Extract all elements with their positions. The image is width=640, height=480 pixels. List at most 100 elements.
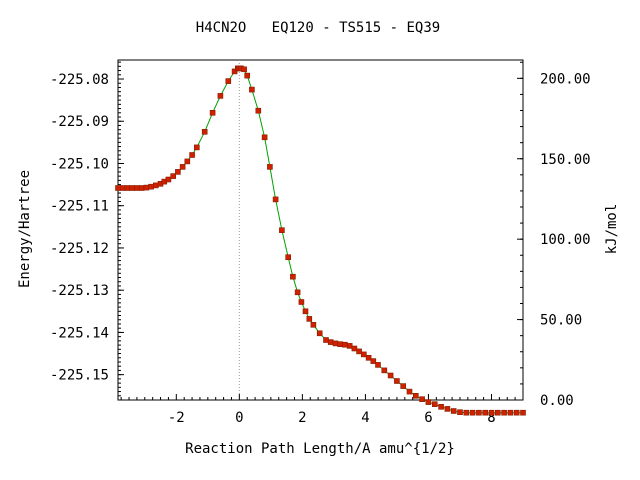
x-axis-label: Reaction Path Length/A amu^{1/2} xyxy=(185,441,455,457)
data-point xyxy=(394,378,400,384)
data-point xyxy=(165,176,172,183)
data-point xyxy=(513,409,520,416)
data-point xyxy=(488,409,495,416)
data-point xyxy=(444,406,451,412)
data-point xyxy=(255,107,262,114)
data-point xyxy=(153,182,159,189)
data-point xyxy=(482,409,489,416)
data-point xyxy=(170,173,176,179)
data-point xyxy=(294,289,301,296)
data-point xyxy=(323,337,329,343)
data-point xyxy=(327,339,334,345)
data-point xyxy=(520,409,526,416)
y2-tick-label: 150.00 xyxy=(540,152,591,168)
data-point xyxy=(431,401,438,408)
data-point xyxy=(356,348,362,355)
y-tick-label: -225.08 xyxy=(50,72,109,88)
data-point xyxy=(184,158,191,165)
data-point xyxy=(346,343,353,349)
data-point xyxy=(412,392,419,399)
data-point xyxy=(342,341,348,348)
data-point xyxy=(272,196,279,203)
data-point xyxy=(400,383,407,389)
data-point xyxy=(138,185,145,191)
data-point xyxy=(209,110,216,116)
data-point xyxy=(360,351,367,358)
data-point xyxy=(316,330,323,337)
chart-title: H4CN2O EQ120 - TS515 - EQ39 xyxy=(196,20,440,36)
y-tick-label: -225.12 xyxy=(50,241,109,257)
y-tick-label: -225.13 xyxy=(50,283,109,299)
energy-curve xyxy=(118,67,523,414)
data-point xyxy=(501,409,507,416)
y2-tick-label: 50.00 xyxy=(540,313,582,329)
y-tick-label: -225.11 xyxy=(50,199,109,215)
data-point xyxy=(115,185,121,191)
data-point xyxy=(231,68,238,75)
y-axis-label: Energy/Hartree xyxy=(17,170,33,288)
data-point xyxy=(143,184,150,191)
data-point xyxy=(463,409,470,416)
data-point xyxy=(381,367,388,374)
data-points xyxy=(115,65,526,416)
y-tick-label: -225.14 xyxy=(50,325,109,341)
data-point xyxy=(285,254,292,260)
y2-tick-label: 0.00 xyxy=(540,393,574,409)
data-point xyxy=(425,399,432,405)
data-point xyxy=(119,185,126,191)
y-axis-left: -225.08 -225.09 -225.10 -225.11 -225.12 -225.… xyxy=(50,61,124,401)
data-point xyxy=(494,409,501,416)
plot-frame xyxy=(117,59,524,401)
data-point xyxy=(375,362,381,368)
data-point xyxy=(306,316,313,322)
y2-tick-label: 200.00 xyxy=(540,71,591,87)
data-point xyxy=(244,72,250,79)
data-point xyxy=(129,185,135,191)
data-point xyxy=(450,408,457,414)
data-point xyxy=(201,129,208,135)
data-point xyxy=(241,66,247,73)
data-point xyxy=(469,409,476,416)
data-point xyxy=(267,164,273,170)
data-point xyxy=(279,227,285,233)
y2-tick-label: 100.00 xyxy=(540,232,591,248)
data-point xyxy=(419,396,425,403)
y2-axis-label: kJ/mol xyxy=(604,204,620,255)
data-point xyxy=(249,86,255,93)
data-point xyxy=(179,164,186,170)
x-tick-label: 2 xyxy=(298,410,306,426)
data-point xyxy=(302,308,309,315)
data-point xyxy=(298,299,305,305)
x-tick-label: -2 xyxy=(168,410,185,426)
y-tick-label: -225.09 xyxy=(50,114,109,130)
data-point xyxy=(507,409,514,416)
x-tick-label: 8 xyxy=(487,410,495,426)
data-point xyxy=(332,340,339,347)
y-tick-label: -225.15 xyxy=(50,368,109,384)
data-point xyxy=(438,403,444,410)
data-point xyxy=(225,78,232,84)
data-point xyxy=(351,345,358,352)
x-tick-label: 6 xyxy=(424,410,432,426)
x-tick-label: 4 xyxy=(361,410,369,426)
data-point xyxy=(194,144,200,151)
data-point xyxy=(124,185,131,191)
data-point xyxy=(365,354,372,361)
data-point xyxy=(189,152,195,158)
data-point xyxy=(310,321,317,328)
data-point xyxy=(175,169,181,175)
y-tick-label: -225.10 xyxy=(50,156,109,172)
data-point xyxy=(290,273,296,280)
data-point xyxy=(476,409,482,416)
data-point xyxy=(337,341,344,348)
data-point xyxy=(457,409,463,416)
data-point xyxy=(134,185,140,191)
x-tick-label: 0 xyxy=(235,410,243,426)
data-point xyxy=(217,93,224,99)
data-point xyxy=(387,372,394,379)
y-axis-right: 200.00 150.00 100.00 50.00 0.00 xyxy=(517,61,591,409)
data-point xyxy=(406,388,413,395)
data-point xyxy=(148,183,154,190)
data-point xyxy=(370,358,377,364)
